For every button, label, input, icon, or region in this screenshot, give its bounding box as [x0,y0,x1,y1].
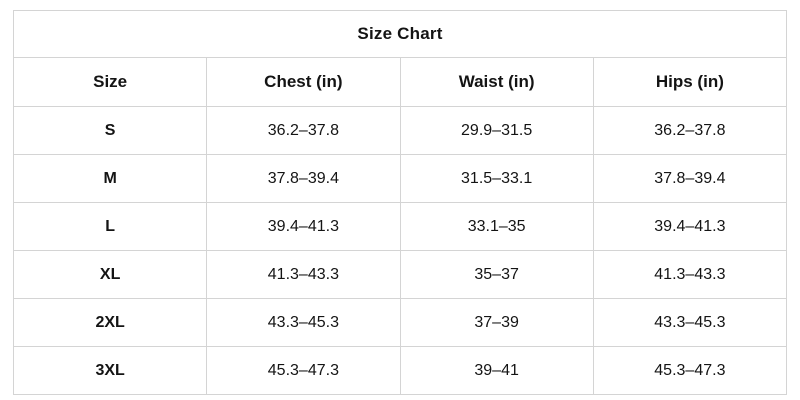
hips-value: 37.8–39.4 [592,154,788,203]
size-chart-table: Size Chart Size Chest (in) Waist (in) Hi… [12,10,788,395]
chest-value: 45.3–47.3 [206,346,401,395]
table-title-row: Size Chart [13,10,787,58]
table-row-3xl: 3XL 45.3–47.3 39–41 45.3–47.3 [12,346,788,395]
chest-value: 39.4–41.3 [206,202,401,251]
waist-value: 39–41 [399,346,594,395]
column-header-hips: Hips (in) [592,57,788,107]
hips-value: 41.3–43.3 [592,250,788,299]
waist-value: 37–39 [399,298,594,347]
waist-value: 33.1–35 [399,202,594,251]
table-row-l: L 39.4–41.3 33.1–35 39.4–41.3 [12,202,788,251]
waist-value: 29.9–31.5 [399,106,594,155]
waist-value: 35–37 [399,250,594,299]
table-title: Size Chart [13,10,787,58]
table-row-m: M 37.8–39.4 31.5–33.1 37.8–39.4 [12,154,788,203]
column-header-size: Size [12,57,208,107]
size-label: XL [12,250,208,299]
size-label: M [12,154,208,203]
hips-value: 45.3–47.3 [592,346,788,395]
chest-value: 43.3–45.3 [206,298,401,347]
size-label: 3XL [12,346,208,395]
hips-value: 39.4–41.3 [592,202,788,251]
table-row-xl: XL 41.3–43.3 35–37 41.3–43.3 [12,250,788,299]
table-header-row: Size Chest (in) Waist (in) Hips (in) [12,57,788,107]
size-label: L [12,202,208,251]
hips-value: 43.3–45.3 [592,298,788,347]
table-row-s: S 36.2–37.8 29.9–31.5 36.2–37.8 [12,106,788,155]
chest-value: 37.8–39.4 [206,154,401,203]
waist-value: 31.5–33.1 [399,154,594,203]
table-row-2xl: 2XL 43.3–45.3 37–39 43.3–45.3 [12,298,788,347]
chest-value: 41.3–43.3 [206,250,401,299]
column-header-waist: Waist (in) [399,57,594,107]
hips-value: 36.2–37.8 [592,106,788,155]
column-header-chest: Chest (in) [206,57,401,107]
chest-value: 36.2–37.8 [206,106,401,155]
size-label: 2XL [12,298,208,347]
size-label: S [12,106,208,155]
